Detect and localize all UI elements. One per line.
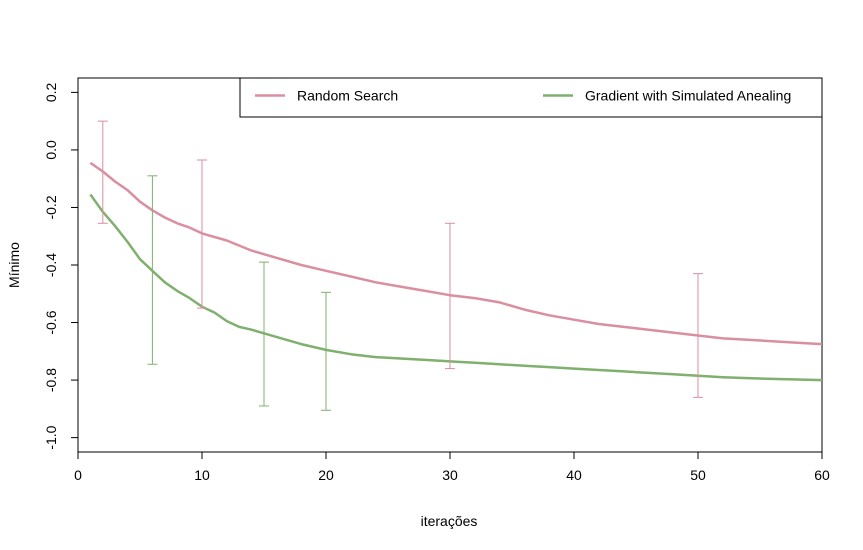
y-tick-label: -0.2 xyxy=(43,195,59,219)
error-bar xyxy=(321,291,331,411)
y-tick-label: -0.8 xyxy=(43,368,59,392)
errorbar-layer xyxy=(97,120,703,411)
y-tick-label: 0.2 xyxy=(43,82,59,102)
legend-label-1: Gradient with Simulated Anealing xyxy=(585,88,791,104)
legend-box xyxy=(239,77,823,118)
y-axis-label: Mínimo xyxy=(6,242,22,288)
x-tick-label: 50 xyxy=(690,467,706,483)
error-bar xyxy=(445,222,455,370)
y-tick-label: -0.4 xyxy=(43,253,59,277)
error-bar xyxy=(197,159,207,309)
error-bar xyxy=(97,120,108,224)
error-bar xyxy=(259,261,269,407)
y-tick-label: 0.0 xyxy=(43,140,59,160)
x-axis-label: iterações xyxy=(421,513,478,529)
x-axis: 0 10 20 30 40 50 60 xyxy=(74,452,830,483)
error-bar xyxy=(693,273,703,398)
x-tick-label: 40 xyxy=(566,467,582,483)
legend-label-0: Random Search xyxy=(297,88,398,104)
x-tick-label: 60 xyxy=(814,467,830,483)
legend: Random Search Gradient with Simulated Ane… xyxy=(239,77,823,118)
y-tick-label: -0.6 xyxy=(43,310,59,334)
y-tick-label: -1.0 xyxy=(43,425,59,449)
x-tick-label: 10 xyxy=(194,467,210,483)
series-line-0 xyxy=(89,161,823,346)
x-tick-label: 0 xyxy=(74,467,82,483)
series-line-1 xyxy=(89,193,823,382)
x-tick-label: 20 xyxy=(318,467,334,483)
error-bar xyxy=(147,175,158,365)
y-axis: -1.0 -0.8 -0.6 -0.4 -0.2 0.0 0.2 xyxy=(43,82,78,450)
x-tick-label: 30 xyxy=(442,467,458,483)
series-layer xyxy=(89,161,823,382)
